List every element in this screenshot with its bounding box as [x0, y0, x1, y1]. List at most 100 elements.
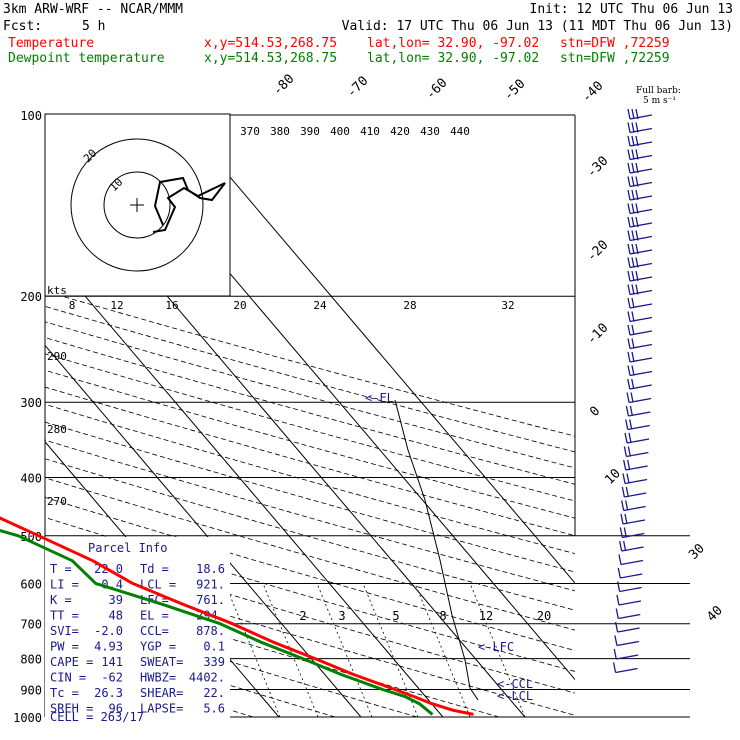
- mixing-ratio-label: 20: [537, 609, 551, 623]
- isotherm-side-label: 0: [587, 404, 603, 420]
- wind-barb-flag: [625, 405, 630, 417]
- wind-barb-flag: [627, 284, 631, 295]
- isotherm-line: [45, 344, 362, 717]
- wind-barb-flag: [631, 203, 635, 214]
- pressure-label-700: 700: [20, 618, 42, 632]
- parcel-value: 18.6: [196, 562, 225, 576]
- parcel-value: -0.4: [94, 578, 123, 592]
- wind-barb-flag: [627, 257, 631, 268]
- theta-e-label: 440: [450, 125, 470, 138]
- ccl-marker: <-CCL: [497, 677, 533, 691]
- isotherm-side-label: 10: [602, 466, 624, 488]
- wind-barb-flag: [628, 432, 632, 444]
- isotherm-top-label: -70: [344, 74, 371, 101]
- wind-barb-flag: [627, 162, 631, 174]
- wind-barb-flag: [631, 162, 635, 174]
- wind-barb-shaft: [620, 559, 644, 566]
- wind-barb-shaft: [616, 640, 640, 647]
- wind-barb-flag: [624, 432, 628, 444]
- parcel-label: CIN =: [50, 671, 86, 685]
- wind-barb-shaft: [618, 600, 642, 606]
- wind-speed-label: 16: [165, 299, 178, 312]
- parcel-value: 0.1: [203, 640, 225, 654]
- parcel-label: YGP =: [140, 640, 176, 654]
- theta-label: 290: [47, 350, 67, 363]
- temperature-legend: Temperature: [8, 36, 94, 51]
- parcel-value: 48: [109, 609, 123, 623]
- wind-barb-flag: [631, 324, 635, 336]
- wind-barb-flag: [635, 108, 639, 120]
- mixing-ratio-label: 2: [299, 609, 306, 623]
- pressure-label-1000: 1000: [13, 711, 42, 725]
- el-marker: <-EL: [365, 391, 394, 405]
- isotherm-side-label: -10: [584, 321, 611, 348]
- valid-time: Valid: 17 UTC Thu 06 Jun 13 (11 MDT Thu …: [342, 19, 733, 34]
- parcel-value: 141: [101, 655, 123, 669]
- isotherm-line: [176, 115, 575, 584]
- wind-barb-flag: [612, 662, 617, 673]
- parcel-label: LAPSE=: [140, 702, 183, 716]
- theta-e-label: 400: [330, 125, 350, 138]
- isotherm-side-label: -20: [584, 238, 611, 265]
- wind-barb-flag: [635, 149, 639, 160]
- pressure-label-100: 100: [20, 109, 42, 123]
- hodograph-units: kts: [47, 284, 67, 297]
- wind-legend-title: Full barb:: [636, 86, 681, 96]
- parcel-value: 4.93: [94, 640, 123, 654]
- wind-barb-flag: [630, 392, 634, 403]
- parcel-label: EL =: [140, 609, 169, 623]
- wind-barb-flag: [623, 459, 627, 471]
- wind-barb-flag: [619, 540, 623, 552]
- wind-barb-flag: [635, 270, 639, 282]
- wind-barb-flag: [621, 486, 625, 498]
- mixing-ratio-label: 12: [479, 609, 493, 623]
- wind-barb-flag: [631, 230, 635, 241]
- wind-barb-flag: [635, 284, 639, 295]
- wind-barb-flag: [635, 135, 639, 147]
- mixing-ratio-label: 8: [439, 609, 446, 623]
- wind-barb-flag: [627, 311, 631, 322]
- wind-barb-flag: [631, 149, 635, 160]
- wind-barb-shaft: [615, 667, 638, 674]
- parcel-label: TT =: [50, 609, 79, 623]
- wind-barb-shaft: [620, 573, 643, 579]
- wind-barb-flag: [627, 365, 631, 376]
- wind-speed-label: 12: [110, 299, 123, 312]
- wind-barb-flag: [627, 378, 631, 390]
- wind-barb-flag: [631, 108, 635, 120]
- wind-barb-flag: [631, 122, 635, 133]
- wind-barb-flag: [627, 203, 631, 214]
- parcel-label: LCL =: [140, 578, 176, 592]
- wind-legend-units: 5 m s⁻¹: [643, 96, 676, 106]
- isotherm-side-label: 40: [704, 603, 726, 625]
- mixing-ratio-line: [224, 583, 281, 717]
- dry-adiabat-line: [45, 353, 575, 502]
- theta-e-label: 410: [360, 125, 380, 138]
- wind-barb-flag: [627, 108, 631, 120]
- temperature-xy: x,y=514.53,268.75: [204, 36, 337, 51]
- parcel-label: Tc =: [50, 686, 79, 700]
- wind-barb-flag: [616, 581, 621, 592]
- parcel-label: SHEAR=: [140, 686, 183, 700]
- wind-barb-flag: [627, 351, 631, 363]
- init-time: Init: 12 UTC Thu 06 Jun 13: [530, 2, 734, 17]
- parcel-value: 339: [203, 655, 225, 669]
- wind-barb-shaft: [616, 654, 639, 660]
- theta-e-label: 370: [240, 125, 260, 138]
- wind-barb-flag: [626, 392, 630, 403]
- isotherm-top-label: -60: [423, 76, 450, 103]
- wind-barb-flag: [625, 486, 629, 498]
- parcel-label: CCL=: [140, 624, 169, 638]
- mixing-ratio-label: 5: [392, 609, 399, 623]
- dewpoint-legend: Dewpoint temperature: [8, 51, 165, 66]
- wind-barb-flag: [631, 243, 635, 255]
- wind-barb-shaft: [619, 586, 642, 593]
- hodograph: 20 10 kts: [44, 113, 231, 297]
- parcel-value: 878.: [196, 624, 225, 638]
- wind-barb-flag: [627, 297, 631, 309]
- wind-barb-flag: [631, 216, 635, 228]
- wind-barb-flag: [631, 284, 635, 295]
- mixing-ratio-line: [469, 583, 526, 717]
- hodograph-ring-outer: [70, 138, 204, 272]
